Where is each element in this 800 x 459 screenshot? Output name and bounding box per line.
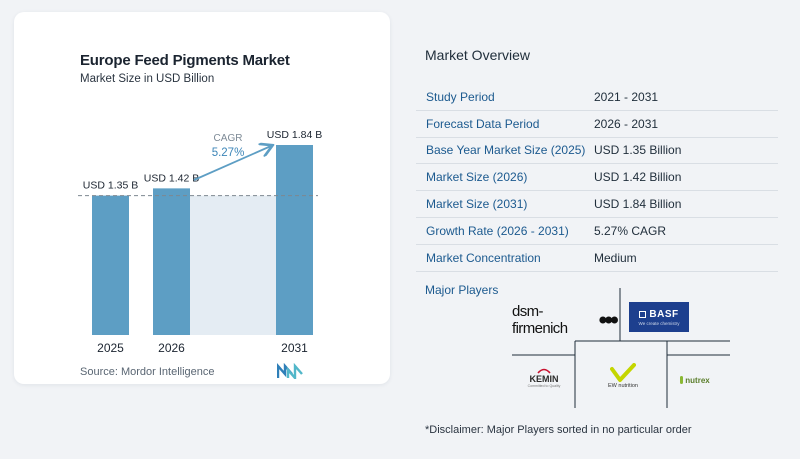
kemin-logo: KEMIN Committed to Quality bbox=[522, 368, 566, 388]
source-text: Source: Mordor Intelligence bbox=[80, 366, 215, 378]
overview-value: 2026 - 2031 bbox=[594, 116, 659, 131]
basf-wordmark: BASF bbox=[649, 308, 679, 320]
dsm-swirl-icon bbox=[599, 316, 618, 324]
overview-row: Study Period 2021 - 2031 bbox=[416, 84, 778, 111]
overview-label: Study Period bbox=[426, 89, 495, 104]
kemin-wordmark: KEMIN bbox=[529, 374, 559, 384]
bar-2031 bbox=[276, 145, 313, 335]
overview-value: USD 1.42 Billion bbox=[594, 170, 682, 185]
bar-chart: USD 1.35 B 2025 USD 1.42 B 2026 USD 1.84 B 20… bbox=[78, 129, 322, 355]
overview-table: Study Period 2021 - 2031 Forecast Data Pe… bbox=[416, 84, 778, 272]
overview-value: 5.27% CAGR bbox=[594, 223, 667, 238]
chart-subtitle: Market Size in USD Billion bbox=[80, 73, 215, 85]
disclaimer: *Disclaimer: Major Players sorted in no … bbox=[425, 424, 692, 436]
overview-label: Market Size (2031) bbox=[426, 197, 528, 212]
bar-2025 bbox=[92, 195, 129, 335]
overview-title: Market Overview bbox=[425, 47, 531, 63]
basf-tagline: We create chemistry bbox=[638, 320, 680, 326]
overview-value: USD 1.35 Billion bbox=[594, 143, 682, 158]
category-label: 2026 bbox=[158, 341, 185, 355]
chart-title: Europe Feed Pigments Market bbox=[80, 52, 290, 69]
major-players-title: Major Players bbox=[425, 283, 499, 297]
ew-nutrition-logo: EW nutrition bbox=[600, 360, 646, 392]
dsm-firmenich-wordmark: dsm-firmenich bbox=[512, 303, 568, 337]
overview-row: Market Size (2026) USD 1.42 Billion bbox=[416, 164, 778, 192]
overview-label: Forecast Data Period bbox=[426, 116, 540, 131]
bar-value-label: USD 1.84 B bbox=[267, 129, 322, 141]
bar-value-label: USD 1.35 B bbox=[83, 180, 138, 192]
bar-2026 bbox=[153, 188, 190, 335]
cagr-label: CAGR bbox=[214, 133, 243, 144]
bar-value-label: USD 1.42 B bbox=[144, 172, 199, 184]
overview-value: Medium bbox=[594, 250, 637, 265]
overview-row: Forecast Data Period 2026 - 2031 bbox=[416, 111, 778, 138]
basf-logo: BASF We create chemistry bbox=[629, 302, 689, 332]
overview-row: Base Year Market Size (2025) USD 1.35 Bil… bbox=[416, 138, 778, 165]
overview-row: Market Size (2031) USD 1.84 Billion bbox=[416, 191, 778, 218]
nutrex-wordmark: nutrex bbox=[685, 375, 710, 385]
overview-label: Growth Rate (2026 - 2031) bbox=[426, 223, 569, 238]
nutrex-logo: nutrex bbox=[676, 372, 714, 388]
category-label: 2031 bbox=[281, 341, 308, 355]
mordor-logo-icon bbox=[277, 363, 303, 379]
category-label: 2025 bbox=[97, 341, 124, 355]
overview-row: Market Concentration Medium bbox=[416, 245, 778, 272]
overview-row: Growth Rate (2026 - 2031) 5.27% CAGR bbox=[416, 218, 778, 245]
overview-value: USD 1.84 Billion bbox=[594, 197, 682, 212]
overview-value: 2021 - 2031 bbox=[594, 89, 659, 104]
overview-label: Base Year Market Size (2025) bbox=[426, 143, 586, 158]
ew-wordmark: EW nutrition bbox=[608, 383, 638, 389]
dsm-firmenich-logo: dsm-firmenich bbox=[512, 303, 618, 337]
cagr-value: 5.27% bbox=[212, 147, 245, 159]
ew-check-icon bbox=[610, 363, 636, 382]
cagr-arrow bbox=[193, 146, 271, 181]
overview-label: Market Size (2026) bbox=[426, 170, 528, 185]
kemin-arc-icon bbox=[537, 368, 551, 374]
kemin-tagline: Committed to Quality bbox=[527, 384, 561, 388]
nutrex-leaf-icon bbox=[680, 376, 684, 384]
overview-label: Market Concentration bbox=[426, 250, 541, 265]
basf-square-icon bbox=[639, 310, 647, 318]
growth-band bbox=[190, 195, 276, 335]
